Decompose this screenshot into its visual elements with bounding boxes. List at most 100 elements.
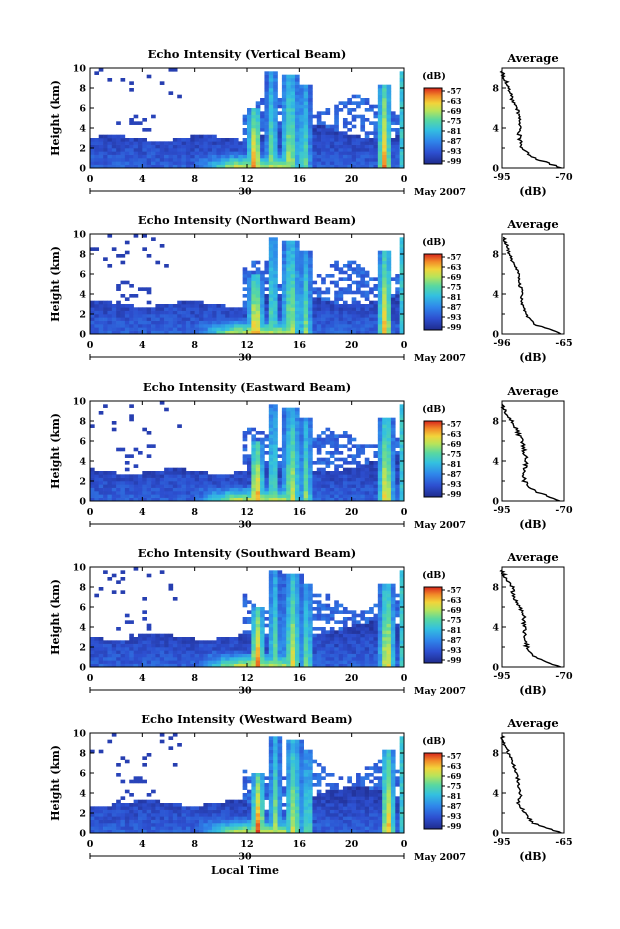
heatmap-cell (146, 826, 152, 830)
heatmap-cell (225, 657, 230, 661)
heatmap-cell (98, 647, 104, 651)
heatmap-cell (94, 593, 100, 598)
heatmap-cell (273, 613, 278, 618)
heatmap-cell (373, 633, 379, 638)
heatmap-cell (268, 417, 274, 422)
heatmap-cell (199, 494, 204, 498)
heatmap-cell (247, 307, 252, 311)
heatmap-cell (190, 484, 195, 488)
heatmap-cell (299, 623, 304, 628)
heatmap-cell (290, 144, 296, 149)
heatmap-cell (386, 597, 392, 601)
heatmap-cell (90, 826, 95, 830)
heatmap-cell (294, 467, 300, 472)
heatmap-cell (116, 643, 121, 648)
heatmap-cell (299, 471, 304, 475)
heatmap-cell (216, 324, 222, 328)
heatmap-cell (294, 310, 300, 315)
heatmap-cell (190, 317, 195, 321)
heatmap-cell (181, 494, 187, 498)
heatmap-cell (303, 474, 309, 478)
heatmap-cell (116, 307, 121, 311)
heatmap-cell (299, 314, 304, 318)
heatmap-cell (338, 317, 344, 321)
heatmap-cell (255, 643, 261, 648)
heatmap-cell (268, 474, 274, 478)
heatmap-cell (377, 650, 383, 654)
heatmap-cell (137, 141, 143, 145)
heatmap-cell (207, 134, 213, 139)
heatmap-cell (395, 297, 400, 301)
heatmap-cell (177, 494, 182, 498)
heatmap-cell (329, 138, 335, 142)
heatmap-cell (220, 650, 226, 654)
heatmap-cell (325, 471, 331, 475)
heatmap-cell (281, 118, 287, 122)
heatmap-cell (155, 487, 161, 492)
heatmap-cell (229, 497, 235, 502)
heatmap-cell (342, 623, 348, 628)
heatmap-cell (377, 617, 383, 621)
heatmap-cell (299, 474, 304, 478)
heatmap-cell (347, 324, 352, 328)
heatmap-cell (185, 816, 191, 820)
heatmap-cell (373, 451, 379, 455)
heatmap-cell (220, 320, 226, 325)
heatmap-cell (364, 471, 370, 475)
heatmap-cell (247, 431, 252, 435)
heatmap-cell (395, 467, 400, 472)
heatmap-cell (185, 154, 191, 159)
heatmap-cell (399, 104, 405, 109)
heatmap-cell (290, 284, 296, 288)
heatmap-cell (251, 287, 257, 291)
heatmap-cell (268, 577, 274, 581)
heatmap-cell (225, 491, 230, 495)
heatmap-cell (382, 477, 387, 482)
heatmap-cell (290, 617, 296, 621)
heatmap-cell (373, 660, 379, 664)
heatmap-cell (207, 327, 213, 331)
heatmap-cell (294, 94, 300, 99)
heatmap-cell (159, 330, 165, 335)
heatmap-cell (216, 314, 222, 318)
heatmap-cell (338, 494, 344, 498)
heatmap-cell (159, 471, 165, 475)
heatmap-cell (203, 487, 209, 492)
heatmap-cell (155, 314, 161, 318)
heatmap-cell (329, 128, 335, 132)
heatmap-cell (308, 617, 313, 621)
heatmap-cell (395, 290, 400, 295)
heatmap-cell (194, 806, 200, 810)
heatmap-cell (399, 307, 405, 311)
heatmap-cell (133, 567, 139, 571)
heatmap-cell (281, 653, 287, 658)
heatmap-cell (151, 477, 156, 482)
heatmap-cell (159, 813, 165, 817)
colorbar-tick-label: -81 (447, 126, 461, 136)
heatmap-cell (329, 280, 335, 285)
heatmap-cell (111, 657, 117, 661)
heatmap-cell (308, 427, 313, 432)
heatmap-cell (386, 457, 392, 462)
heatmap-cell (308, 124, 313, 129)
heatmap-cell (386, 424, 392, 428)
heatmap-cell (329, 640, 335, 644)
heatmap-cell (329, 454, 335, 458)
heatmap-cell (98, 68, 104, 72)
heatmap-cell (377, 451, 383, 455)
heatmap-cell (107, 134, 113, 139)
heatmap-cell (255, 627, 261, 631)
heatmap-cell (124, 250, 130, 255)
panel-title: Echo Intensity (Vertical Beam) (148, 47, 347, 61)
heatmap-cell (399, 138, 405, 142)
heatmap-cell (194, 320, 200, 325)
heatmap-cell (185, 809, 191, 814)
y-tick-label: 8 (79, 84, 86, 95)
heatmap-cell (255, 317, 261, 321)
heatmap-cell (286, 627, 291, 631)
heatmap-cell (120, 161, 126, 165)
heatmap-cell (155, 304, 161, 308)
heatmap-cell (290, 94, 296, 99)
heatmap-cell (90, 647, 95, 651)
heatmap-cell (286, 154, 291, 159)
